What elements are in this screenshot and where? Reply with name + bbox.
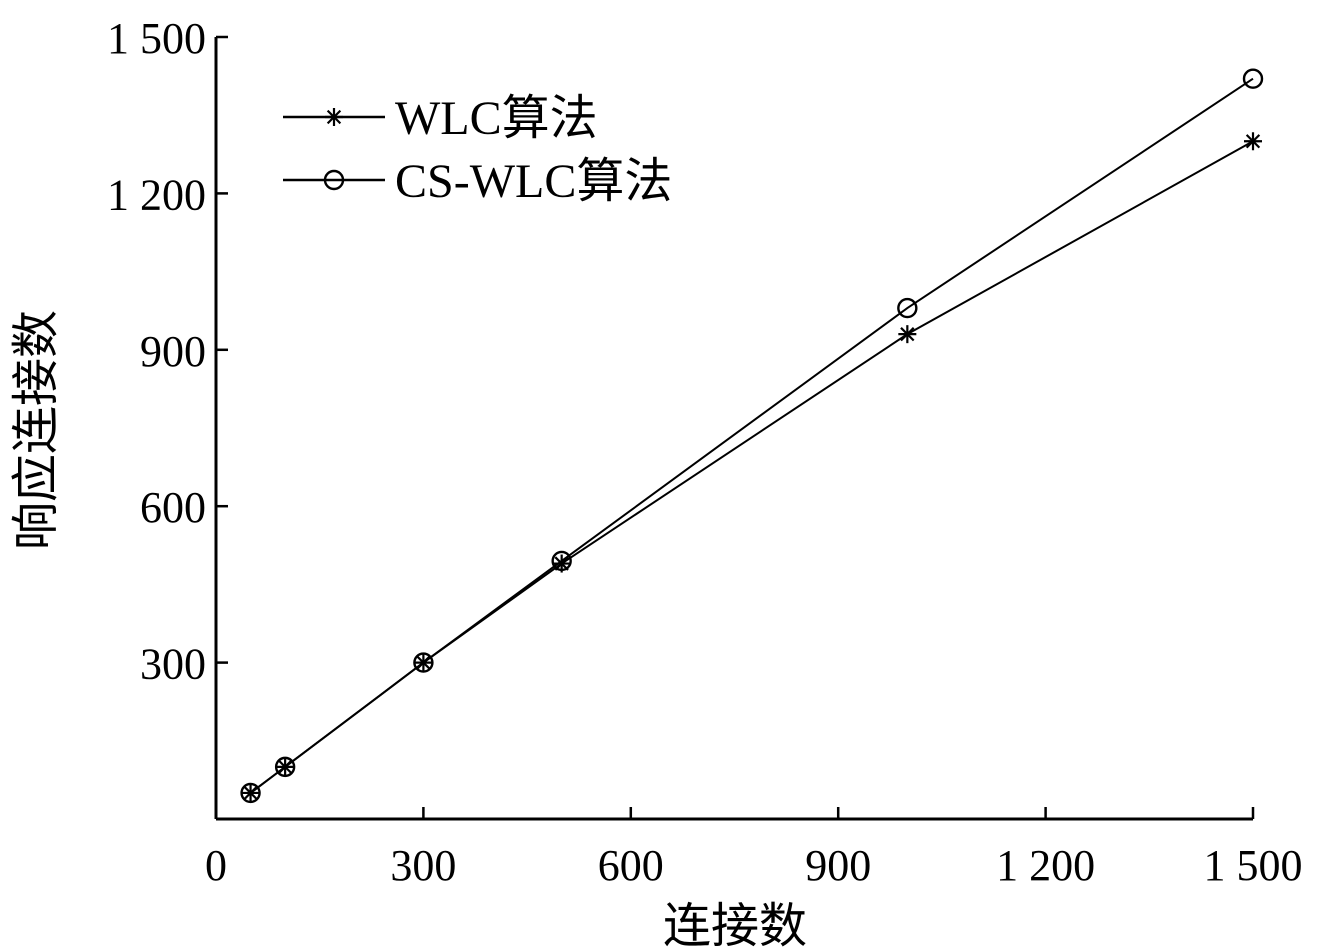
legend-item-1: WLC算法 <box>283 92 598 145</box>
data-point <box>1244 132 1262 151</box>
data-point <box>413 652 434 673</box>
x-tick-label: 600 <box>598 841 664 890</box>
legend-label: CS-WLC算法 <box>395 155 672 208</box>
axes: 0 300 600 900 1 200 1 500 300 600 900 1 200 1 500 <box>107 14 1303 890</box>
data-point <box>551 550 572 572</box>
series-line <box>249 77 1254 794</box>
x-tick-label: 0 <box>205 841 227 890</box>
x-tick-label: 300 <box>390 841 456 890</box>
series-2 <box>240 68 1264 804</box>
legend-marker <box>325 108 343 126</box>
legend-marker <box>323 169 345 191</box>
legend-label: WLC算法 <box>395 92 598 145</box>
x-tick-label: 1 200 <box>996 841 1095 890</box>
data-point <box>274 756 296 778</box>
x-tick-label: 1 500 <box>1204 841 1303 890</box>
x-tick-label: 900 <box>805 841 871 890</box>
data-point <box>897 297 918 319</box>
data-point <box>1242 68 1264 89</box>
y-tick-label: 300 <box>140 640 206 689</box>
series-layer <box>240 68 1264 804</box>
data-point <box>240 782 261 804</box>
y-tick-label: 900 <box>140 327 206 376</box>
legend-item-2: CS-WLC算法 <box>283 155 672 208</box>
y-tick-label: 1 200 <box>107 170 206 219</box>
x-axis-title: 连接数 <box>663 900 807 950</box>
series-1 <box>241 132 1262 802</box>
legend: WLC算法 CS-WLC算法 <box>283 92 672 208</box>
y-axis-title: 响应连接数 <box>10 310 63 550</box>
y-tick-label: 1 500 <box>107 14 206 63</box>
data-point <box>898 325 917 344</box>
series-line <box>249 140 1254 794</box>
y-tick-label: 600 <box>140 483 206 532</box>
